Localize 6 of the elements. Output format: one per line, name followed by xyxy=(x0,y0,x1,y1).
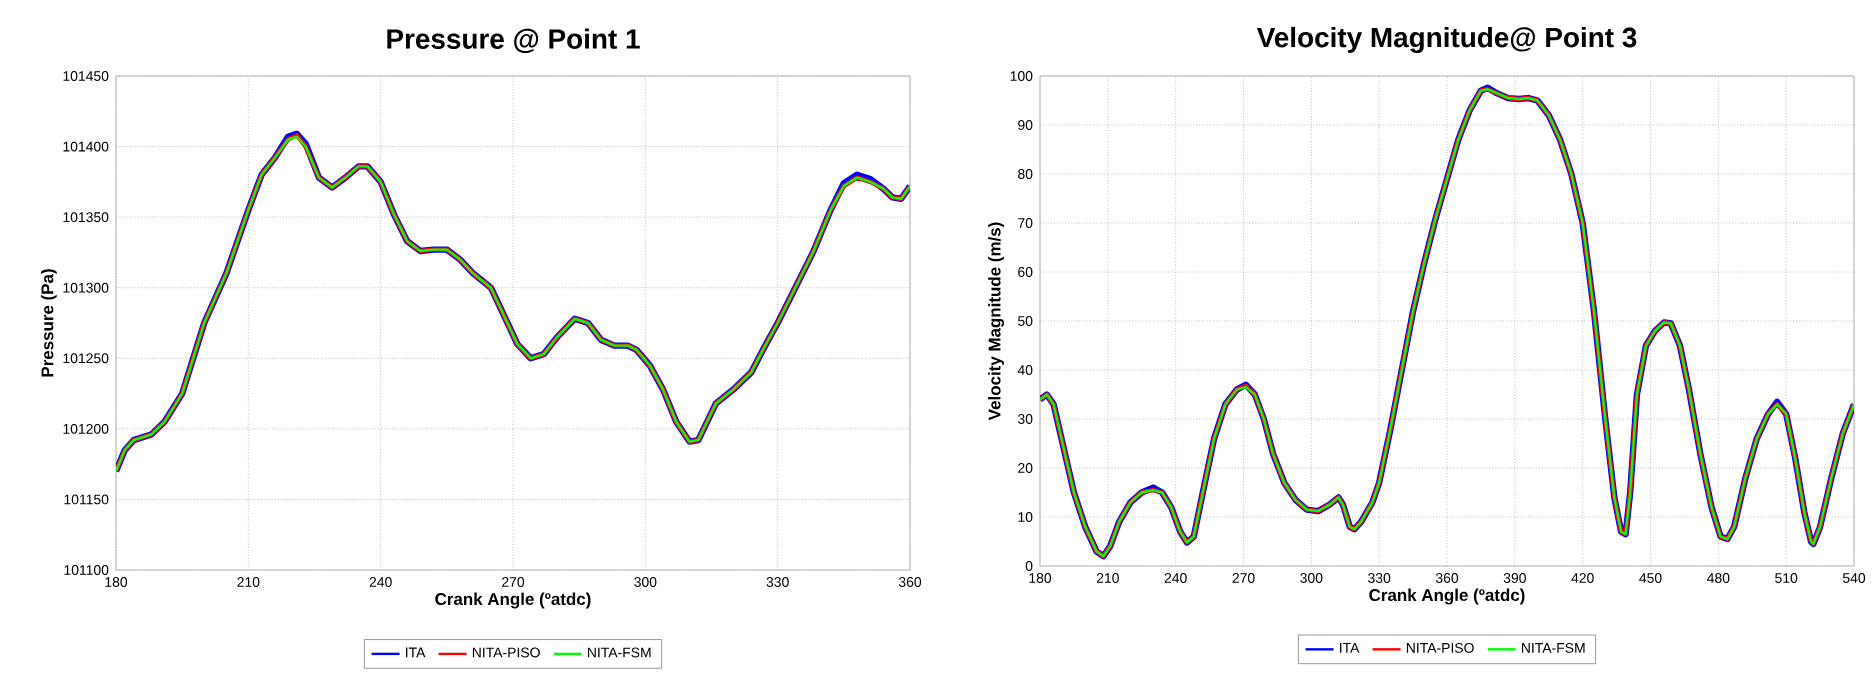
y-axis-title: Velocity Magnitude (m/s) xyxy=(988,222,1005,421)
y-axis-title: Pressure (Pa) xyxy=(40,269,57,377)
x-axis-title: Crank Angle (ºatdc) xyxy=(435,592,591,609)
chart-title: Velocity Magnitude@ Point 3 xyxy=(1256,26,1637,53)
chart-title: Pressure @ Point 1 xyxy=(387,28,640,53)
x-axis-title: Crank Angle (ºatdc) xyxy=(1369,588,1525,605)
